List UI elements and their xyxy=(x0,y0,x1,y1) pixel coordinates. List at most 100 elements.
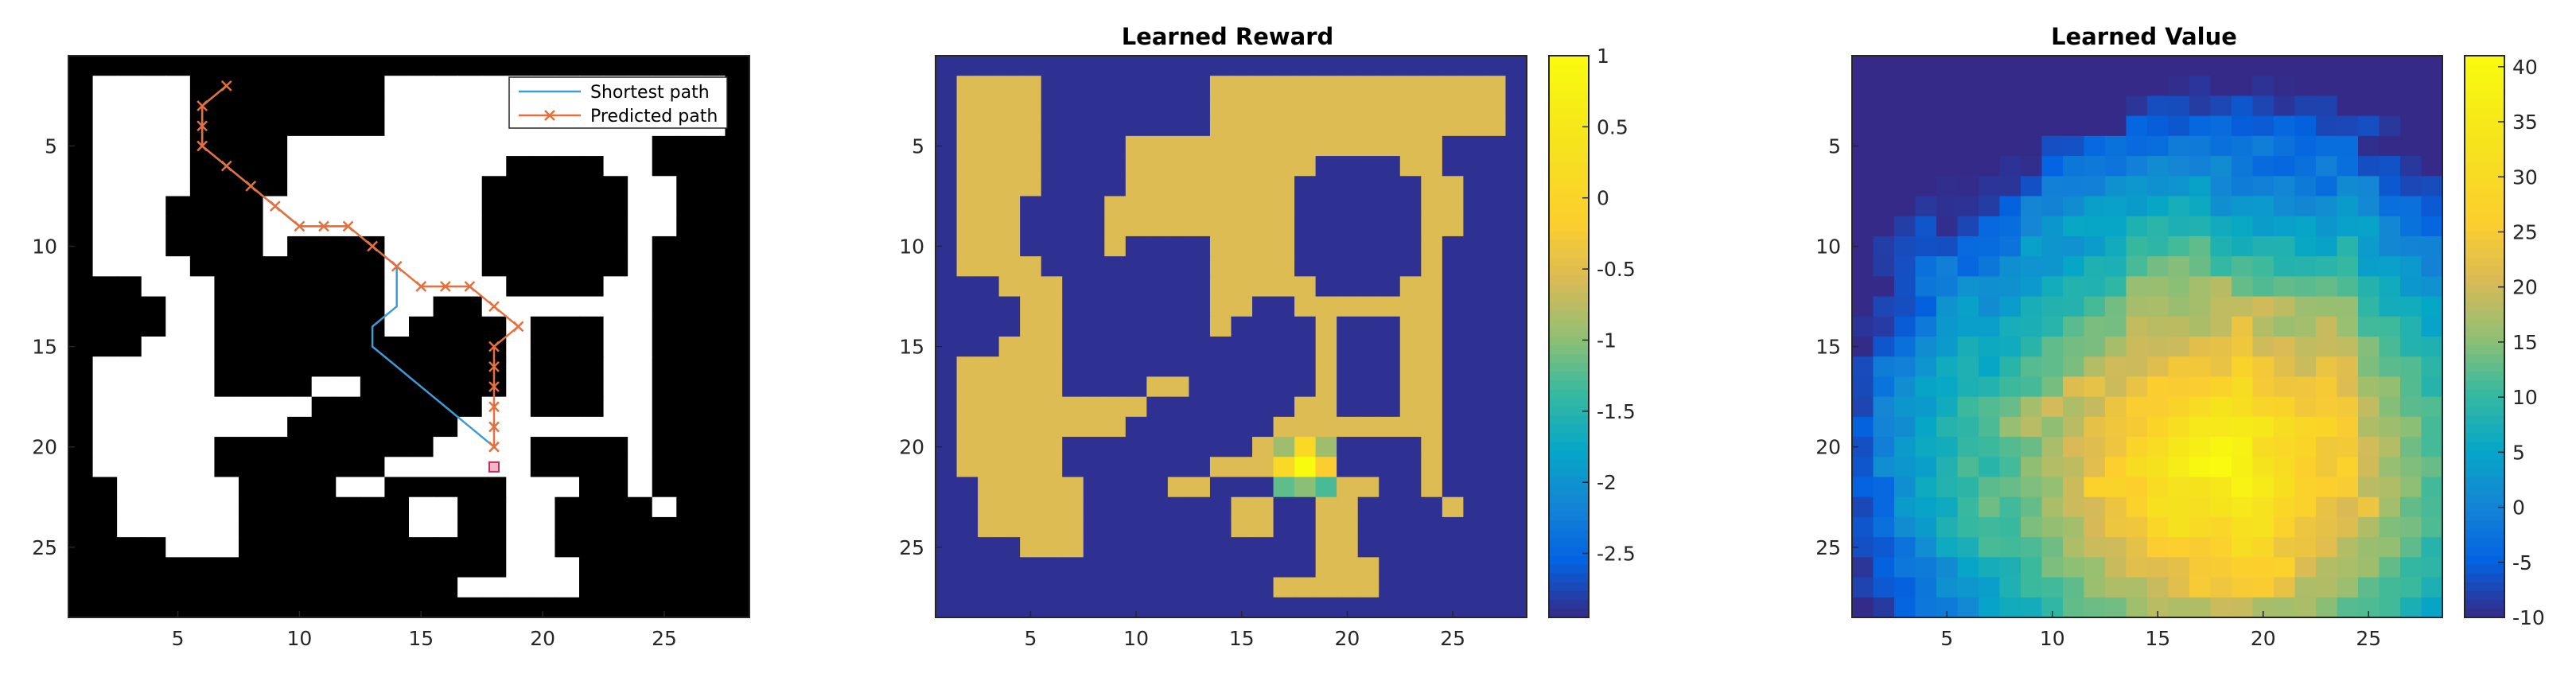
value-cell xyxy=(2210,457,2232,478)
grid-cell xyxy=(506,236,531,257)
grid-cell xyxy=(652,156,677,177)
value-cell xyxy=(2294,437,2317,457)
reward-cell xyxy=(1146,356,1169,378)
colorbar-tick-label: 0 xyxy=(1597,187,1609,210)
grid-cell xyxy=(287,196,313,217)
grid-cell xyxy=(725,276,750,298)
value-cell xyxy=(2337,216,2359,237)
value-cell xyxy=(2274,477,2296,498)
colorbar-segment xyxy=(1549,424,1589,434)
grid-cell xyxy=(92,135,118,157)
grid-cell xyxy=(700,496,726,518)
reward-cell xyxy=(1337,296,1359,317)
value-cell xyxy=(2189,457,2212,478)
value-cell xyxy=(2316,196,2338,217)
reward-cell xyxy=(1020,296,1042,317)
value-cell xyxy=(2210,316,2232,337)
reward-cell xyxy=(936,477,958,498)
grid-cell xyxy=(214,356,239,378)
value-cell xyxy=(2252,477,2274,498)
reward-cell xyxy=(1379,577,1401,598)
y-tick-label: 25 xyxy=(899,536,924,559)
reward-cell xyxy=(1379,276,1401,298)
reward-cell xyxy=(1379,496,1401,518)
grid-cell xyxy=(311,477,337,498)
value-cell xyxy=(2021,516,2043,538)
grid-cell xyxy=(287,356,313,378)
value-cell xyxy=(2421,496,2443,518)
value-cell xyxy=(2232,276,2254,298)
reward-cell xyxy=(1041,156,1063,177)
grid-cell xyxy=(628,537,653,558)
grid-cell xyxy=(409,577,434,598)
predicted-path-marker xyxy=(488,381,500,392)
colorbar-segment xyxy=(2465,485,2504,496)
value-cell xyxy=(2358,115,2380,137)
reward-cell xyxy=(998,496,1021,518)
reward-cell xyxy=(1442,95,1464,117)
value-cell xyxy=(2105,156,2127,177)
value-cell xyxy=(2021,296,2043,317)
reward-cell xyxy=(1294,316,1317,337)
predicted-path-marker xyxy=(294,220,305,232)
grid-cell xyxy=(384,396,410,418)
colorbar-segment xyxy=(1549,301,1589,311)
value-cell xyxy=(1894,256,1916,277)
grid-cell xyxy=(652,256,677,277)
value-cell xyxy=(2421,477,2443,498)
reward-cell xyxy=(1231,236,1253,257)
value-cell xyxy=(2168,76,2190,97)
grid-cell xyxy=(165,176,191,197)
grid-cell xyxy=(360,597,386,618)
reward-cell xyxy=(1505,376,1527,398)
colorbar-segment xyxy=(2465,239,2504,250)
grid-cell xyxy=(409,337,434,357)
grid-cell xyxy=(433,516,458,538)
value-cell xyxy=(2294,256,2317,277)
grid-cell xyxy=(506,416,531,438)
value-cell xyxy=(1852,356,1874,378)
reward-cell xyxy=(1125,276,1147,298)
grid-cell xyxy=(409,537,434,558)
grid-cell xyxy=(165,356,191,378)
reward-cell xyxy=(956,597,979,618)
reward-cell xyxy=(1189,196,1211,217)
grid-cell xyxy=(68,376,94,398)
reward-cell xyxy=(1294,337,1317,357)
reward-cell xyxy=(1505,76,1527,97)
x-tick-label: 20 xyxy=(2251,627,2276,650)
grid-cell xyxy=(336,557,361,578)
grid-cell xyxy=(555,216,580,237)
value-cell xyxy=(1999,256,2021,277)
grid-cell xyxy=(579,356,605,378)
reward-cell xyxy=(1421,577,1443,598)
reward-cell xyxy=(1062,276,1084,298)
predicted-path-marker xyxy=(512,321,524,333)
value-cell xyxy=(2379,56,2401,76)
axes-box xyxy=(935,55,1527,618)
value-cell xyxy=(1894,236,1916,257)
grid-cell xyxy=(579,216,605,237)
value-cell xyxy=(1894,176,1916,197)
grid-cell xyxy=(555,316,580,337)
grid-cell xyxy=(214,276,239,298)
value-cell xyxy=(2337,416,2359,438)
reward-cell xyxy=(1189,416,1211,438)
reward-cell xyxy=(1041,337,1063,357)
reward-cell xyxy=(1146,236,1169,257)
value-cell xyxy=(2316,557,2338,578)
value-cell xyxy=(2421,356,2443,378)
grid-cell xyxy=(676,537,702,558)
value-cell xyxy=(1999,115,2021,137)
reward-cell xyxy=(978,216,1000,237)
reward-cell xyxy=(1399,176,1422,197)
grid-cell xyxy=(725,216,750,237)
grid-cell xyxy=(725,95,750,117)
reward-cell xyxy=(1252,196,1274,217)
grid-cell xyxy=(676,296,702,317)
grid-cell xyxy=(628,597,653,618)
value-cell xyxy=(1894,416,1916,438)
grid-cell xyxy=(409,296,434,317)
value-cell xyxy=(1979,156,2001,177)
reward-cell xyxy=(978,597,1000,618)
